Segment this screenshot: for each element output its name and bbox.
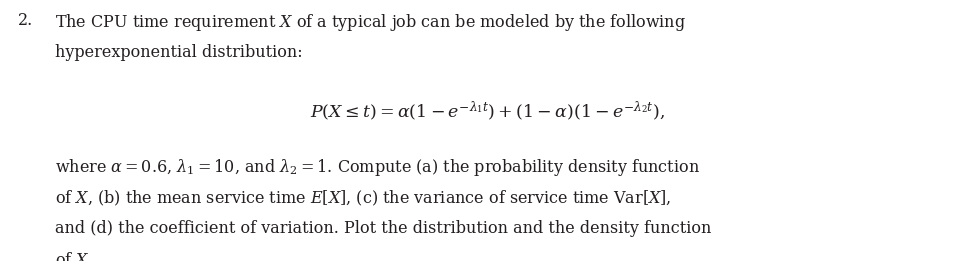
- Text: of $X$, (b) the mean service time $E[X]$, (c) the variance of service time $\mat: of $X$, (b) the mean service time $E[X]$…: [55, 188, 671, 208]
- Text: 2.: 2.: [18, 12, 33, 29]
- Text: The CPU time requirement $X$ of a typical job can be modeled by the following: The CPU time requirement $X$ of a typica…: [55, 12, 685, 33]
- Text: of $X$.: of $X$.: [55, 252, 93, 261]
- Text: where $\alpha = 0.6$, $\lambda_1 = 10$, and $\lambda_2 = 1$. Compute (a) the pro: where $\alpha = 0.6$, $\lambda_1 = 10$, …: [55, 157, 699, 177]
- Text: and (d) the coefficient of variation. Plot the distribution and the density func: and (d) the coefficient of variation. Pl…: [55, 220, 711, 237]
- Text: hyperexponential distribution:: hyperexponential distribution:: [55, 44, 302, 61]
- Text: $P(X \leq t) = \alpha(1 - e^{-\lambda_1 t}) + (1 - \alpha)(1 - e^{-\lambda_2 t}): $P(X \leq t) = \alpha(1 - e^{-\lambda_1 …: [310, 99, 665, 123]
